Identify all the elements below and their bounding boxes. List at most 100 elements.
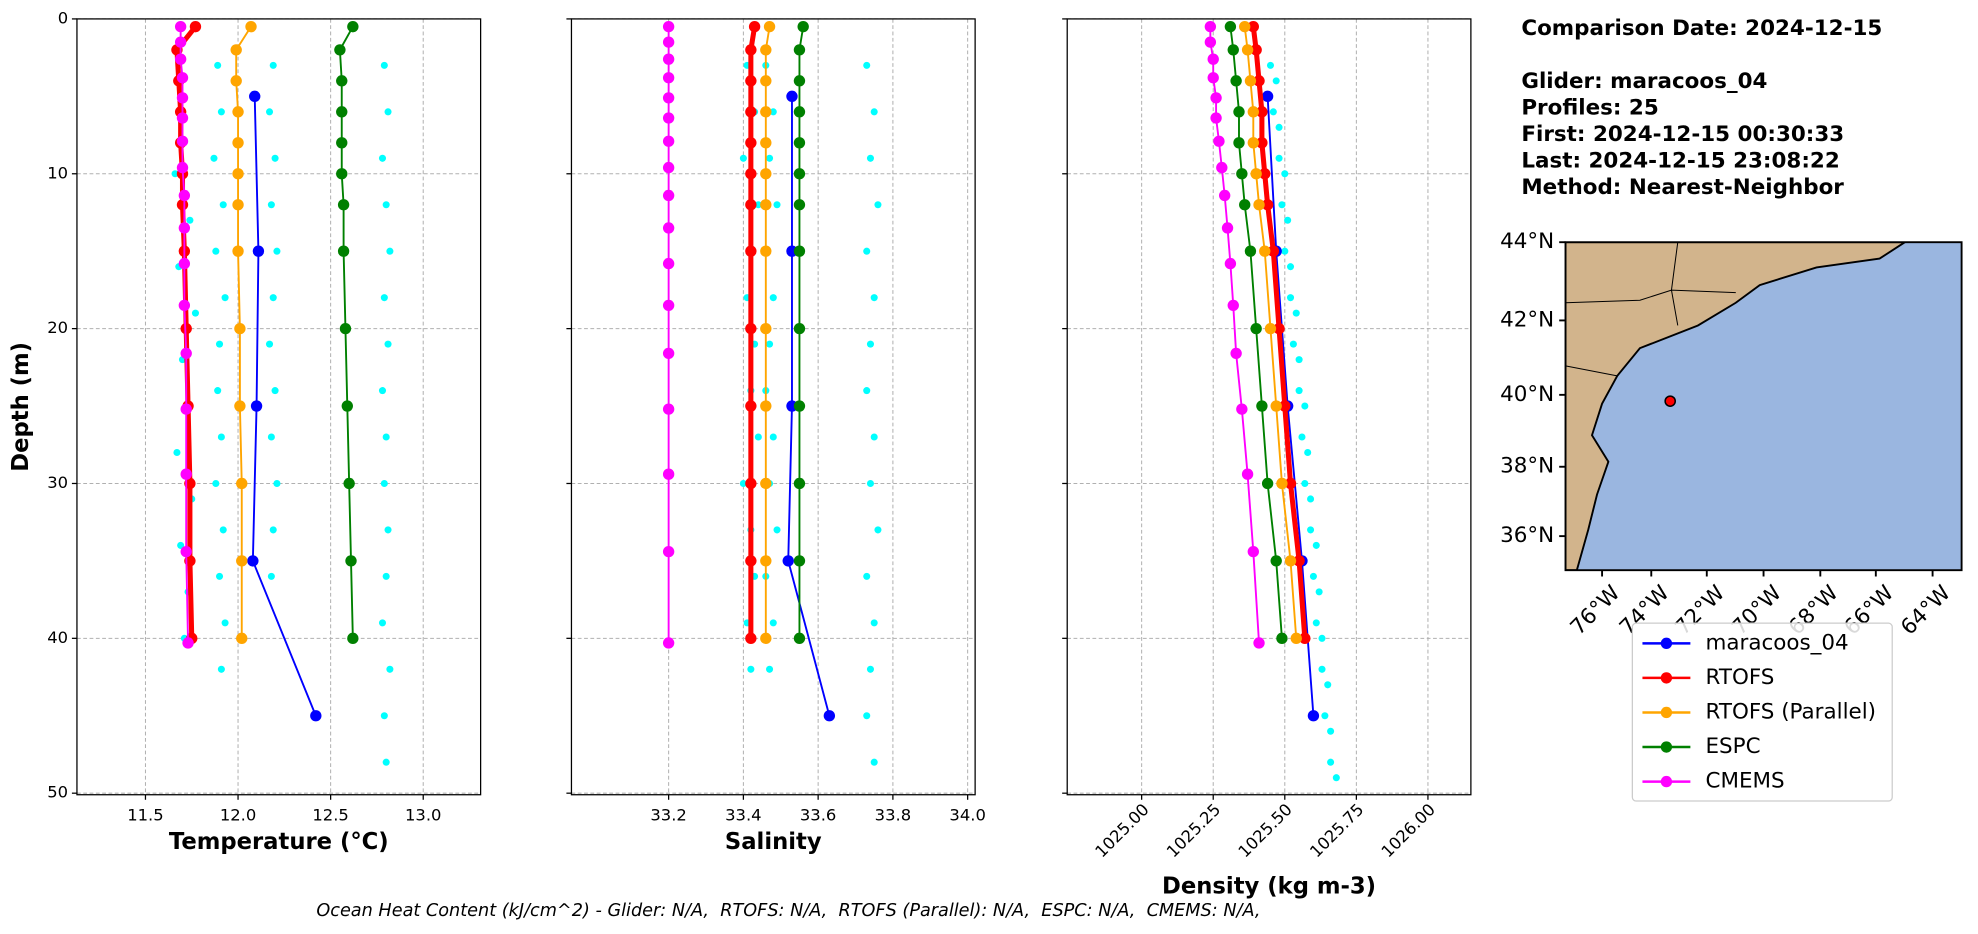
map-lat-label: 38°N (1500, 454, 1554, 479)
marker (793, 245, 806, 257)
scatter-point (212, 247, 220, 255)
scatter-point (1281, 247, 1289, 255)
info-line: First: 2024-12-15 00:30:33 (1521, 122, 1844, 147)
x-tick-label: 33.8 (875, 806, 911, 825)
marker (662, 347, 675, 360)
marker (662, 257, 675, 270)
scatter-point (269, 526, 277, 534)
scatter-point (870, 108, 878, 116)
scatter-point (386, 665, 394, 673)
scatter-point (1289, 340, 1297, 348)
marker (347, 20, 359, 33)
marker (180, 347, 192, 360)
marker (174, 20, 187, 33)
y-tick-label: 0 (58, 8, 68, 27)
marker (793, 137, 806, 149)
axes-frame (570, 18, 976, 796)
marker (793, 168, 806, 180)
marker (760, 106, 772, 118)
scatter-point (870, 433, 878, 441)
map-lon-label: 64°W (1896, 581, 1956, 641)
marker (230, 75, 242, 87)
scatter-point (380, 61, 388, 69)
marker (1218, 189, 1231, 202)
scatter-point (265, 108, 274, 116)
marker (1250, 44, 1262, 56)
scatter-point (269, 294, 277, 302)
y-tick-label: 20 (47, 318, 68, 337)
x-tick-label: 12.0 (220, 806, 256, 825)
marker (662, 637, 675, 649)
scatter-point (382, 201, 390, 209)
footnote: Ocean Heat Content (kJ/cm^2) - Glider: N… (316, 901, 1260, 921)
marker (763, 20, 776, 33)
marker (745, 106, 757, 118)
marker (236, 477, 248, 490)
scatter-point (863, 61, 871, 69)
marker (1230, 347, 1242, 360)
marker (1224, 257, 1237, 270)
scatter-point (754, 433, 762, 441)
scatter-point (382, 433, 390, 441)
marker (1230, 75, 1242, 87)
marker (662, 53, 675, 65)
plot-area (1204, 20, 1340, 782)
marker (745, 245, 757, 257)
scatter-point (1275, 123, 1283, 131)
marker (1224, 20, 1237, 33)
scatter-point (216, 572, 224, 580)
marker (337, 245, 350, 257)
panel: 1025.00 1025.25 1025.50 1025.75 1026.00Densi… (1062, 18, 1472, 899)
marker (1293, 555, 1305, 567)
marker (1284, 555, 1297, 567)
map-lon-label: 76°W (1566, 581, 1626, 641)
scatter-point (1295, 356, 1303, 364)
marker (176, 112, 189, 124)
plot-area (171, 20, 394, 766)
legend-marker (1660, 672, 1673, 684)
marker (786, 90, 798, 103)
marker (1210, 92, 1222, 104)
legend-frame (1631, 622, 1893, 802)
scatter-point (221, 619, 229, 627)
marker (178, 257, 191, 270)
x-tick-label: 1026.00 (1378, 800, 1439, 861)
scatter-point (1315, 588, 1323, 596)
x-tick-label: 1025.50 (1235, 800, 1296, 861)
scatter-point (171, 170, 179, 178)
scatter-point (739, 479, 747, 488)
marker (232, 137, 244, 149)
scatter-point (273, 247, 281, 255)
marker (1299, 632, 1311, 645)
scatter-point (212, 479, 220, 488)
scatter-point (1286, 294, 1295, 302)
marker (662, 92, 675, 104)
marker (760, 555, 772, 567)
scatter-point (1301, 402, 1309, 410)
scatter-point (217, 433, 225, 441)
marker (1207, 72, 1219, 84)
marker (334, 44, 346, 56)
scatter-point (863, 387, 871, 395)
marker (793, 632, 806, 645)
scatter-point (747, 665, 755, 673)
marker (236, 632, 248, 645)
marker (1261, 90, 1274, 103)
marker (336, 106, 348, 118)
legend-marker (1660, 775, 1673, 788)
marker (662, 135, 675, 147)
x-tick-label: 12.5 (312, 806, 348, 825)
y-axis-label: Depth (m) (8, 342, 34, 472)
marker (1207, 53, 1219, 65)
marker (245, 20, 257, 33)
scatter-point (1318, 634, 1326, 642)
marker (1210, 112, 1222, 124)
marker (1244, 75, 1257, 87)
scatter-point (378, 619, 387, 627)
marker (1250, 168, 1262, 180)
marker (232, 168, 244, 180)
marker (745, 555, 757, 567)
scatter-point (1298, 433, 1306, 441)
scatter-point (191, 309, 199, 317)
